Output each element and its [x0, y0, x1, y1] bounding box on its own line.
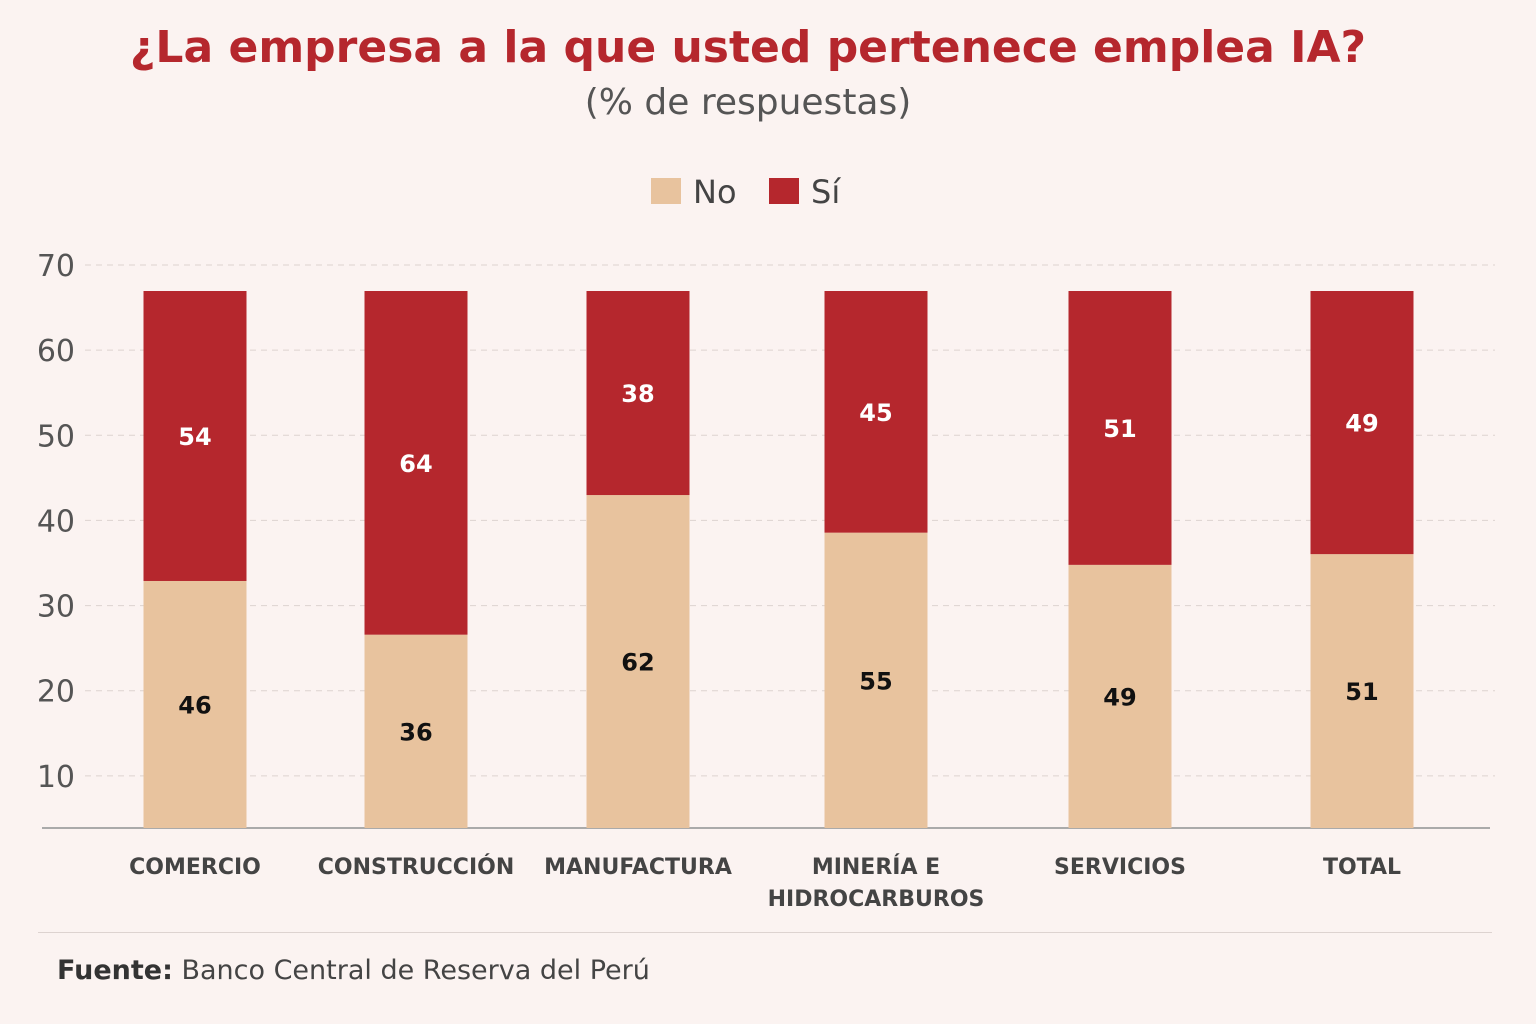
y-tick-label: 60 [37, 334, 75, 369]
chart-subtitle: (% de respuestas) [584, 82, 912, 123]
data-label-no: 36 [399, 718, 432, 746]
data-label-si: 64 [399, 450, 432, 478]
bar-no [586, 495, 690, 828]
chart-title: ¿La empresa a la que usted pertenece emp… [129, 22, 1367, 73]
y-tick-label: 30 [37, 590, 75, 625]
data-label-si: 51 [1103, 415, 1136, 443]
bar-si [1068, 291, 1172, 565]
bar-si [364, 291, 468, 635]
x-tick-label: MANUFACTURA [544, 855, 732, 880]
data-label-no: 55 [859, 667, 892, 695]
x-tick-label: HIDROCARBUROS [768, 887, 985, 912]
source-text: Banco Central de Reserva del Perú [172, 955, 650, 986]
bar-si [143, 291, 247, 581]
bar-no [364, 634, 468, 828]
data-label-si: 38 [621, 380, 654, 408]
legend-label: Sí [811, 173, 841, 211]
bar-no [1068, 564, 1172, 828]
data-label-no: 46 [178, 691, 211, 719]
bar-no [143, 580, 247, 828]
divider [38, 932, 1492, 933]
y-tick-label: 70 [37, 249, 75, 284]
data-label-si: 54 [178, 423, 211, 451]
data-label-no: 62 [621, 649, 654, 677]
bar-no [824, 532, 928, 828]
source-label: Fuente: [57, 955, 173, 986]
y-tick-label: 20 [37, 675, 75, 710]
bar-si [586, 291, 690, 496]
bar-si [1310, 291, 1414, 555]
x-tick-label: MINERÍA E [812, 854, 940, 880]
legend-swatch-sí [769, 178, 799, 204]
source-note: Fuente: Banco Central de Reserva del Per… [57, 955, 650, 986]
legend-swatch-no [651, 178, 681, 204]
y-tick-label: 10 [37, 760, 75, 795]
y-tick-label: 50 [37, 419, 75, 454]
x-tick-label: CONSTRUCCIÓN [318, 854, 515, 880]
bar-no [1310, 554, 1414, 828]
x-tick-label: COMERCIO [129, 855, 261, 880]
bar-si [824, 291, 928, 533]
data-label-si: 49 [1345, 410, 1378, 438]
x-tick-label: SERVICIOS [1054, 855, 1186, 880]
data-label-no: 51 [1345, 678, 1378, 706]
x-tick-label: TOTAL [1323, 855, 1401, 880]
y-tick-label: 40 [37, 504, 75, 539]
legend-label: No [693, 173, 737, 211]
data-label-no: 49 [1103, 683, 1136, 711]
data-label-si: 45 [859, 399, 892, 427]
